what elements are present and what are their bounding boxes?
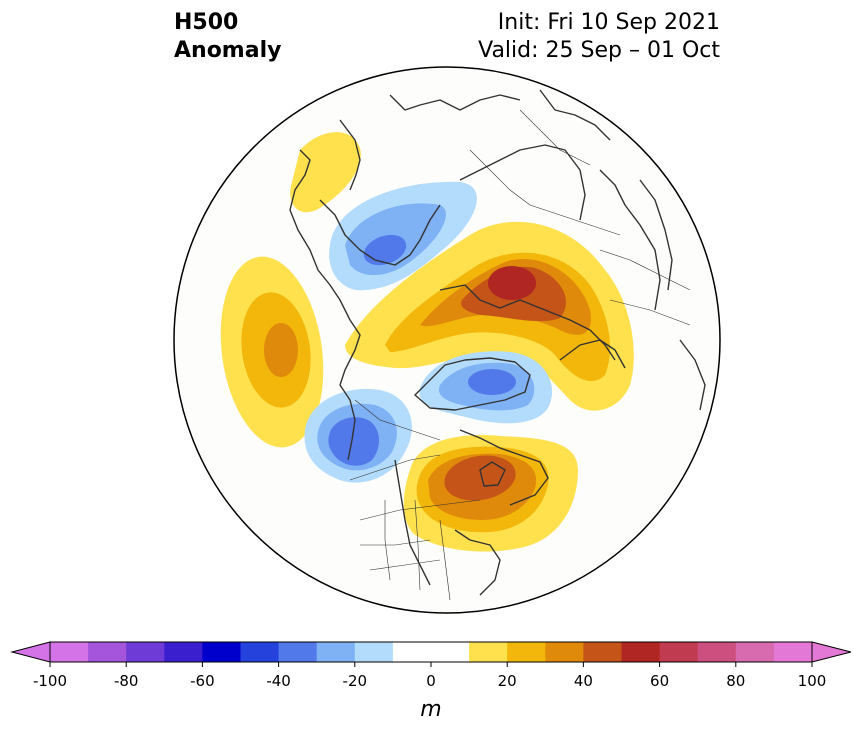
colorbar-under-extension: [10, 641, 51, 663]
colorbar-tick-label: 60: [650, 672, 669, 690]
map-title: H500 Anomaly: [174, 9, 281, 65]
colorbar-ticks: -100 -80 -60 -40 -20 0 20 40 60 80 100: [33, 662, 826, 690]
colorbar-cell: [735, 642, 775, 662]
colorbar: -100 -80 -60 -40 -20 0 20 40 60 80 100 m: [10, 641, 852, 722]
colorbar-cell: [316, 642, 356, 662]
forecast-info: Init: Fri 10 Sep 2021 Valid: 25 Sep – 01…: [478, 9, 720, 65]
valid-range: Valid: 25 Sep – 01 Oct: [478, 38, 720, 63]
colorbar-tick-label: -20: [343, 672, 368, 690]
colorbar-cell: [773, 642, 813, 662]
colorbar-cell: [545, 642, 584, 662]
title-line-2: Anomaly: [174, 38, 282, 63]
colorbar-cell: [50, 642, 89, 662]
init-date: Init: Fri 10 Sep 2021: [497, 10, 720, 35]
colorbar-cell: [431, 642, 470, 662]
anomaly-field: [220, 89, 706, 601]
anomaly-negative-gulf-of-alaska: [304, 389, 412, 483]
colorbar-cell: [202, 642, 241, 662]
colorbar-tick-label: 100: [798, 672, 827, 690]
political-borders: [349, 109, 691, 601]
colorbar-cell: [354, 642, 394, 662]
colorbar-over-extension: [811, 641, 852, 663]
title-line-1: H500: [174, 10, 239, 35]
colorbar-cell: [659, 642, 699, 662]
colorbar-cell: [507, 642, 546, 662]
colorbar-cell: [126, 642, 165, 662]
colorbar-cell: [621, 642, 661, 662]
anomaly-positive-siberia: [345, 221, 634, 411]
colorbar-cell: [469, 642, 508, 662]
anomaly-negative-bering: [329, 181, 477, 291]
anomaly-positive-nw-pacific: [290, 132, 361, 213]
colorbar-cell: [278, 642, 318, 662]
colorbar-cells: [50, 642, 813, 662]
colorbar-tick-label: -60: [190, 672, 215, 690]
polar-map: [173, 66, 721, 614]
colorbar-tick-label: 40: [574, 672, 593, 690]
colorbar-tick-label: -100: [33, 672, 67, 690]
colorbar-tick-label: 20: [498, 672, 517, 690]
colorbar-tick-label: 80: [726, 672, 745, 690]
colorbar-cell: [88, 642, 127, 662]
colorbar-cell: [240, 642, 280, 662]
colorbar-cell: [697, 642, 737, 662]
colorbar-cell: [164, 642, 203, 662]
anomaly-positive-north-pacific: [220, 256, 324, 448]
map-boundary: [173, 66, 721, 614]
colorbar-cell: [583, 642, 622, 662]
colorbar-cell: [392, 642, 432, 662]
colorbar-units-label: m: [420, 697, 441, 722]
colorbar-tick-label: -80: [114, 672, 139, 690]
colorbar-tick-label: -40: [266, 672, 291, 690]
colorbar-tick-label: 0: [426, 672, 436, 690]
